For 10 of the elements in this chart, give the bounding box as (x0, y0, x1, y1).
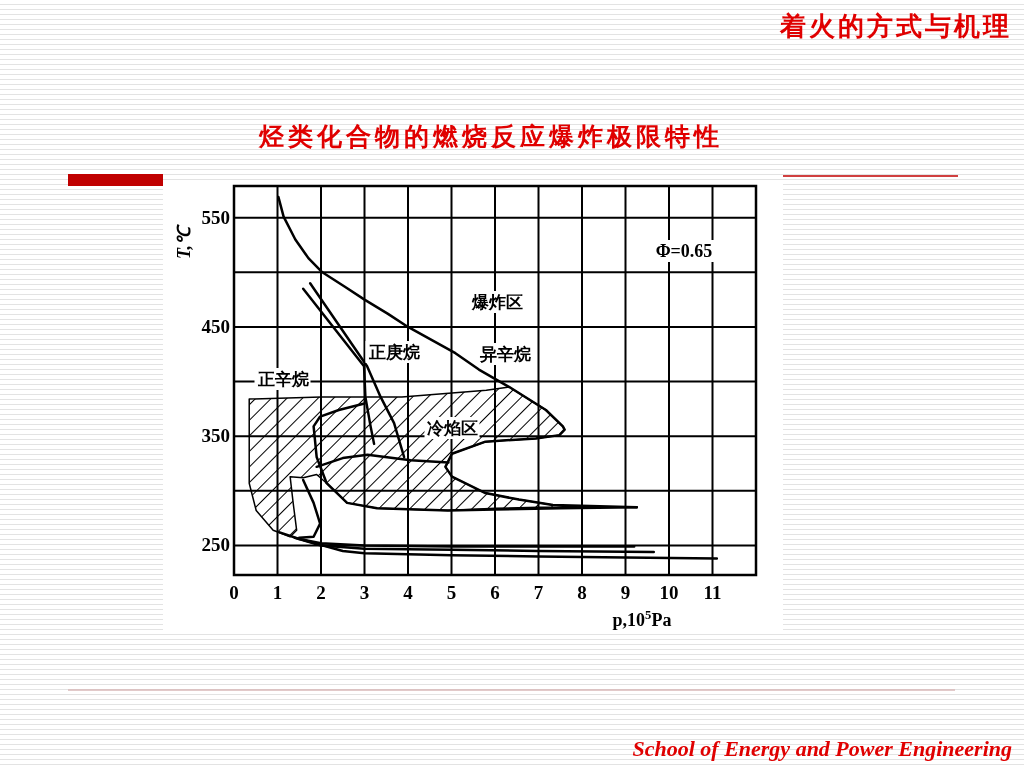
annotation: 冷焰区 (426, 418, 478, 438)
annotation: 正庚烷 (368, 342, 420, 362)
title: 烃类化合物的燃烧反应爆炸极限特性 (259, 122, 723, 151)
annotation: School of Energy and Power Engineering (632, 736, 1012, 761)
annotation: 着火的方式与机理 (780, 11, 1012, 41)
annotation: 爆炸区 (471, 292, 523, 312)
annotation: 异辛烷 (479, 344, 531, 364)
annotation: Φ=0.65 (655, 241, 713, 261)
annotation: 正辛烷 (257, 369, 309, 389)
xlabel: p,10$^{5}$Pa (612, 608, 672, 630)
